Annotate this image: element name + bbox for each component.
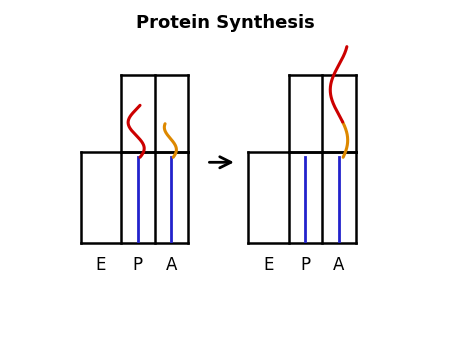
- Text: Protein Synthesis: Protein Synthesis: [135, 14, 315, 32]
- Text: E: E: [96, 256, 106, 273]
- Text: P: P: [301, 256, 310, 273]
- Text: A: A: [333, 256, 345, 273]
- Text: A: A: [166, 256, 177, 273]
- Text: P: P: [133, 256, 143, 273]
- Text: E: E: [263, 256, 274, 273]
